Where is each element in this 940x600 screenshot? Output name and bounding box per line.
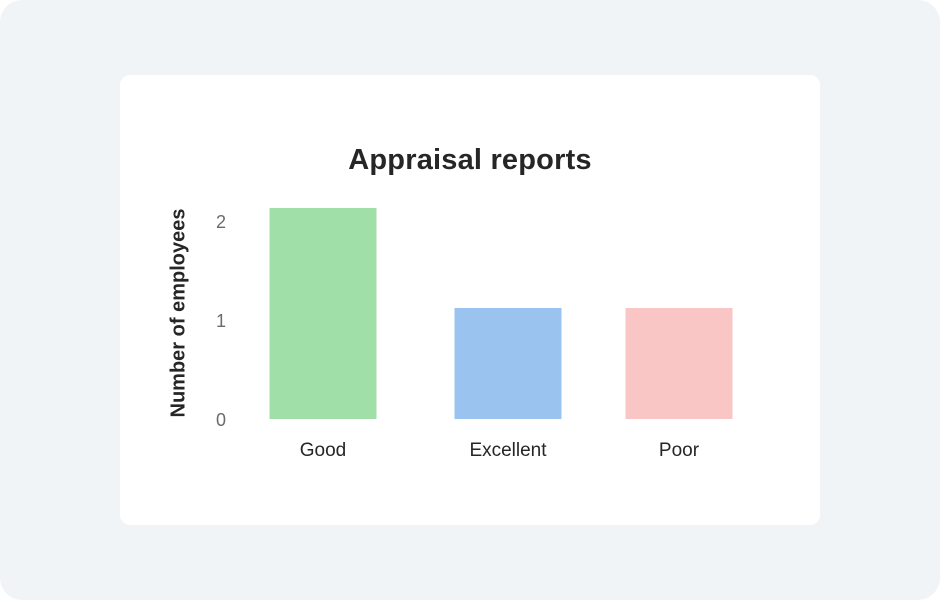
y-tick-label: 0: [216, 410, 226, 430]
bar-excellent: [454, 308, 562, 419]
x-category-label: Poor: [659, 440, 700, 461]
x-category-label: Good: [300, 440, 346, 461]
bar-poor: [625, 308, 733, 419]
chart-card: [120, 75, 820, 525]
y-tick-label: 2: [216, 212, 226, 232]
y-tick-label: 1: [216, 311, 226, 331]
x-category-label: Excellent: [469, 440, 547, 461]
bar-good: [269, 208, 377, 419]
chart-title: Appraisal reports: [348, 144, 592, 176]
